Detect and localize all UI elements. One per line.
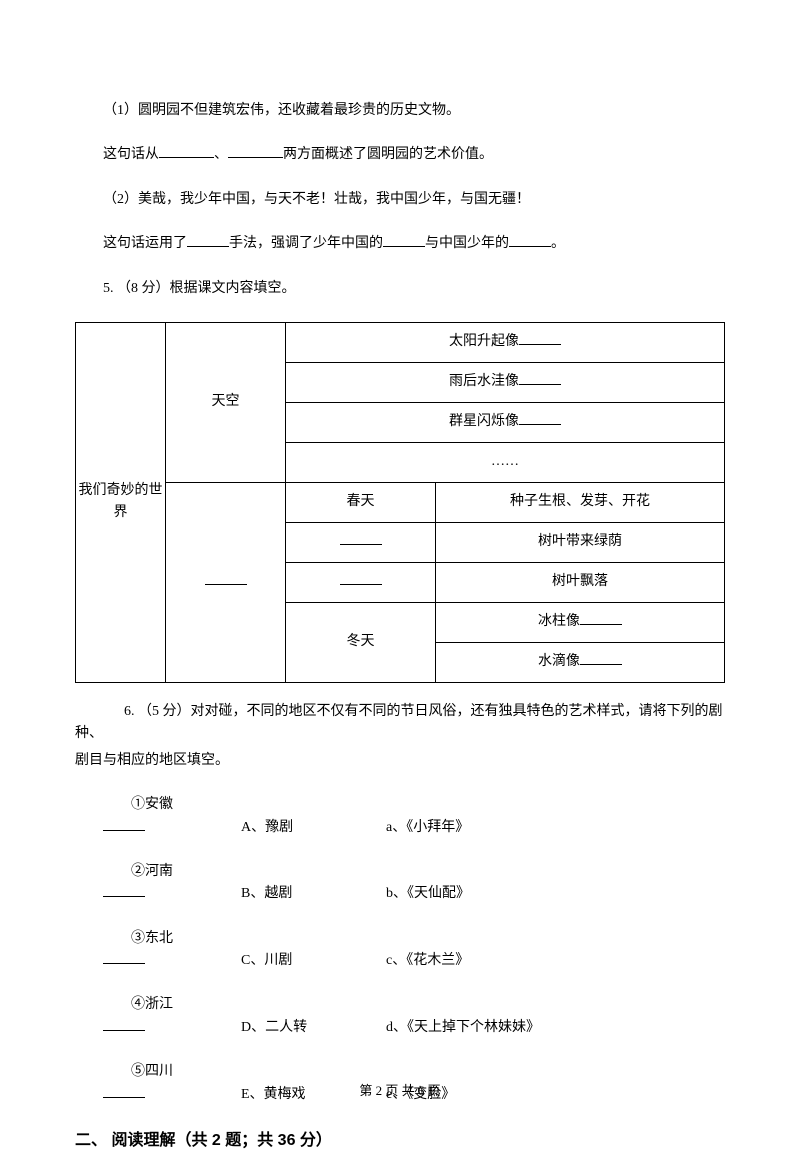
text: 群星闪烁像 <box>449 414 519 429</box>
cell-r4: …… <box>286 442 725 482</box>
table-row: 春天 种子生根、发芽、开花 <box>76 482 725 522</box>
cell-spring-v: 种子生根、发芽、开花 <box>436 482 725 522</box>
q5-table: 我们奇妙的世界 天空 太阳升起像 雨后水洼像 群星闪烁像 …… 春天 种子生根、… <box>75 322 725 683</box>
blank[interactable] <box>383 233 425 247</box>
cell-r5v: 树叶带来绿荫 <box>436 522 725 562</box>
cell-r2: 雨后水洼像 <box>286 362 725 402</box>
cell-b1 <box>286 522 436 562</box>
q6-row: ③东北 C、川剧c、《花木兰》 <box>75 928 725 973</box>
q6-id: ①安徽 <box>103 794 213 839</box>
text: 雨后水洼像 <box>449 374 519 389</box>
q6-ans: b、《天仙配》 <box>358 883 470 905</box>
blank[interactable] <box>103 950 145 964</box>
blank[interactable] <box>340 571 382 585</box>
q6-id: ②河南 <box>103 861 213 906</box>
blank[interactable] <box>519 371 561 385</box>
blank[interactable] <box>159 144 214 158</box>
blank[interactable] <box>205 571 247 585</box>
cell-r3: 群星闪烁像 <box>286 402 725 442</box>
blank[interactable] <box>187 233 229 247</box>
cell-spring: 春天 <box>286 482 436 522</box>
q2-l2b: 手法，强调了少年中国的 <box>229 236 383 251</box>
q5-stem: 5. （8 分）根据课文内容填空。 <box>75 278 725 300</box>
q6-id: ④浙江 <box>103 994 213 1039</box>
cell-earth <box>166 482 286 682</box>
blank[interactable] <box>519 411 561 425</box>
q2-l2a: 这句话运用了 <box>103 236 187 251</box>
cell-r7: 冰柱像 <box>436 602 725 642</box>
table-row: 我们奇妙的世界 天空 太阳升起像 <box>76 322 725 362</box>
q6-opt: A、豫剧 <box>213 817 358 839</box>
cell-winter: 冬天 <box>286 602 436 682</box>
blank[interactable] <box>103 1017 145 1031</box>
q6-stem: 6. （5 分）对对碰，不同的地区不仅有不同的节日风俗，还有独具特色的艺术样式，… <box>75 701 725 746</box>
q6-opt: C、川剧 <box>213 950 358 972</box>
text: 太阳升起像 <box>449 334 519 349</box>
q2-l2d: 。 <box>551 236 565 251</box>
q2-line1: （2）美哉，我少年中国，与天不老！壮哉，我中国少年，与国无疆！ <box>75 189 725 211</box>
q1-line2: 这句话从 、 两方面概述了圆明园的艺术价值。 <box>75 144 725 166</box>
text: 冰柱像 <box>538 614 580 629</box>
blank[interactable] <box>580 651 622 665</box>
blank[interactable] <box>103 883 145 897</box>
q2-l2c: 与中国少年的 <box>425 236 509 251</box>
cell-main: 我们奇妙的世界 <box>76 322 166 682</box>
q1-line1: （1）圆明园不但建筑宏伟，还收藏着最珍贵的历史文物。 <box>75 100 725 122</box>
q6-id: ③东北 <box>103 928 213 973</box>
blank[interactable] <box>580 611 622 625</box>
q1-l2a: 这句话从 <box>103 147 159 162</box>
cell-r8: 水滴像 <box>436 642 725 682</box>
q6-row: ①安徽 A、豫剧a、《小拜年》 <box>75 794 725 839</box>
cell-b2 <box>286 562 436 602</box>
q1-l2c: 两方面概述了圆明园的艺术价值。 <box>283 147 493 162</box>
q6-row: ②河南 B、越剧b、《天仙配》 <box>75 861 725 906</box>
q6-row: ④浙江 D、二人转d、《天上掉下个林妹妹》 <box>75 994 725 1039</box>
q6-stem-b: 剧目与相应的地区填空。 <box>75 750 725 772</box>
text: 水滴像 <box>538 654 580 669</box>
q2-line2: 这句话运用了 手法，强调了少年中国的 与中国少年的 。 <box>75 233 725 255</box>
blank[interactable] <box>340 531 382 545</box>
q1-l2b: 、 <box>214 147 228 162</box>
blank[interactable] <box>228 144 283 158</box>
cell-sky: 天空 <box>166 322 286 482</box>
q6-ans: d、《天上掉下个林妹妹》 <box>358 1017 540 1039</box>
q6-opt: D、二人转 <box>213 1017 358 1039</box>
q6-ans: a、《小拜年》 <box>358 817 469 839</box>
cell-r6v: 树叶飘落 <box>436 562 725 602</box>
page-footer: 第 2 页 共 6 页 <box>0 1081 800 1102</box>
q6-ans: c、《花木兰》 <box>358 950 469 972</box>
q6-opt: B、越剧 <box>213 883 358 905</box>
blank[interactable] <box>509 233 551 247</box>
blank[interactable] <box>519 331 561 345</box>
blank[interactable] <box>103 817 145 831</box>
cell-r1: 太阳升起像 <box>286 322 725 362</box>
